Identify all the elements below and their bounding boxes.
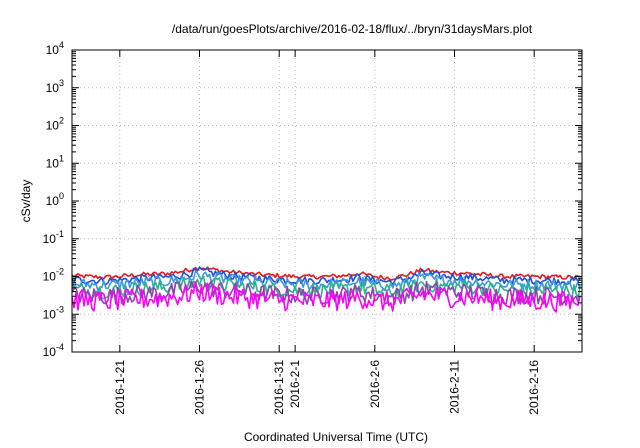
x-tick-label: 2016-2-16	[527, 360, 541, 415]
series-line-6	[71, 281, 581, 313]
data-series	[71, 266, 581, 313]
y-tick-label: 10-1	[43, 229, 64, 246]
y-tick-label: 10-2	[43, 267, 64, 284]
y-tick-label: 10-3	[43, 304, 64, 321]
axis-ticks	[72, 49, 582, 353]
y-tick-label: 101	[46, 153, 64, 170]
series-line-2	[71, 266, 581, 286]
x-tick-label: 2016-2-1	[288, 360, 302, 408]
series-line-3	[71, 270, 581, 292]
y-tick-label: 10-4	[43, 342, 64, 359]
y-tick-label: 104	[46, 40, 64, 57]
y-tick-labels: 104 103 102 101 100 10-1 10-2 10-3 10-4	[43, 40, 64, 359]
x-tick-label: 2016-1-21	[113, 360, 127, 415]
series-line-1	[71, 266, 581, 281]
y-tick-label: 103	[46, 78, 64, 95]
y-axis-label: cSv/day	[19, 180, 33, 223]
y-tick-label: 102	[46, 116, 64, 133]
x-tick-labels: 2016-1-21 2016-1-26 2016-1-31 2016-2-1 2016-…	[113, 360, 541, 415]
x-tick-label: 2016-1-31	[272, 360, 286, 415]
x-tick-label: 2016-2-6	[368, 360, 382, 408]
grid	[72, 50, 582, 352]
chart-title: /data/run/goesPlots/archive/2016-02-18/f…	[172, 22, 533, 36]
y-tick-label: 100	[46, 191, 64, 208]
x-tick-label: 2016-1-26	[193, 360, 207, 415]
x-tick-label: 2016-2-11	[448, 360, 462, 414]
x-axis-label: Coordinated Universal Time (UTC)	[244, 430, 428, 444]
